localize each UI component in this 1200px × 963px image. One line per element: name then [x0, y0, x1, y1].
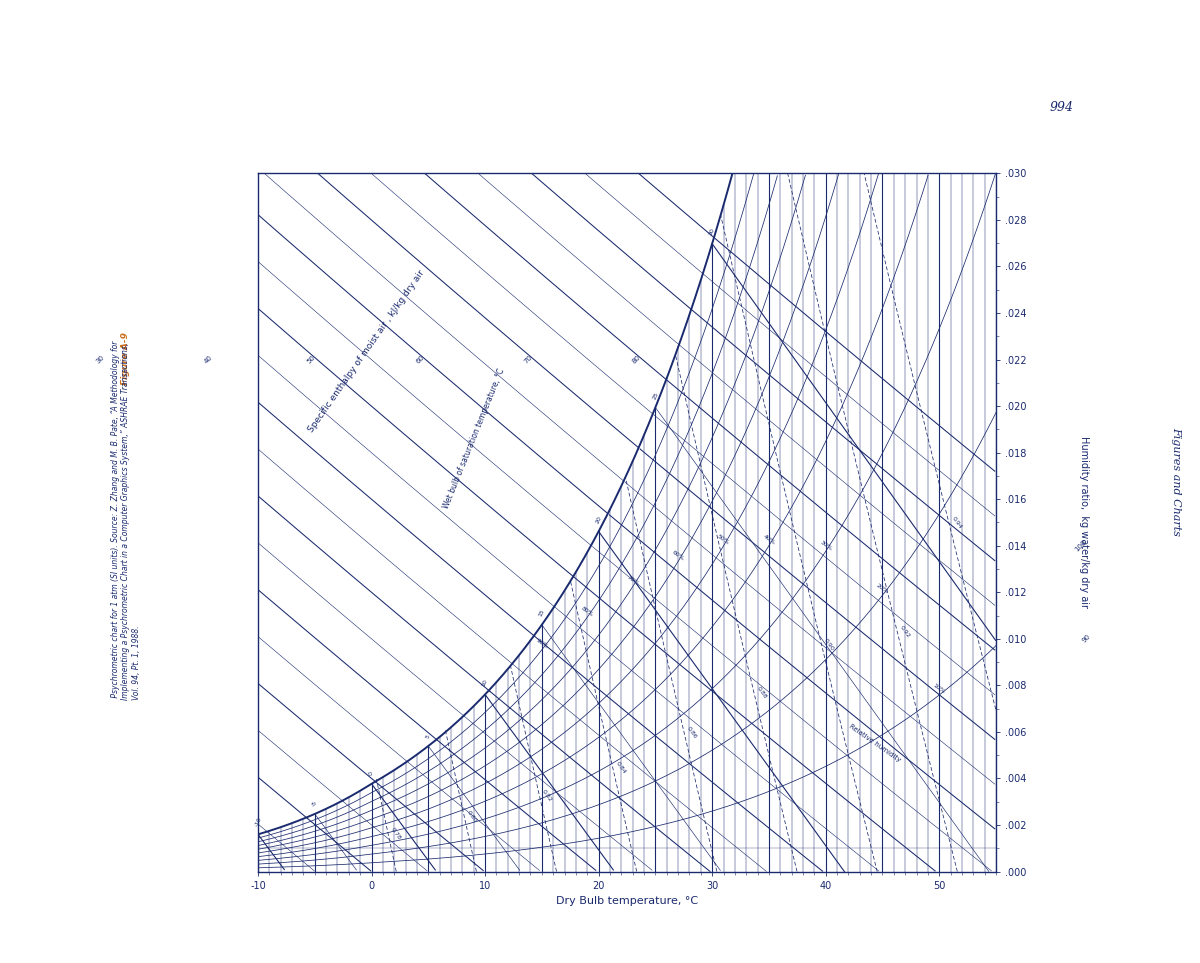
Text: 50: 50	[306, 354, 317, 365]
Y-axis label: Humidity ratio,  kg water/kg dry air: Humidity ratio, kg water/kg dry air	[1079, 436, 1090, 609]
Text: Wet bulb of saturation temperature, °C: Wet bulb of saturation temperature, °C	[442, 367, 506, 509]
Text: -10: -10	[253, 817, 263, 827]
Text: 10: 10	[481, 678, 488, 688]
Text: 50%: 50%	[716, 534, 731, 546]
Text: 90: 90	[1081, 634, 1091, 644]
Text: -5: -5	[311, 799, 318, 807]
Text: 40: 40	[203, 354, 214, 365]
Text: 0.80: 0.80	[466, 810, 478, 824]
Text: 0.82: 0.82	[541, 789, 553, 803]
Text: 100: 100	[1074, 539, 1087, 553]
Text: 0.86: 0.86	[686, 726, 697, 740]
Text: 30: 30	[95, 354, 106, 365]
Text: 0: 0	[368, 771, 374, 777]
Text: 60%: 60%	[671, 550, 685, 561]
Text: 0.78: 0.78	[390, 826, 402, 841]
Text: 30: 30	[708, 227, 716, 237]
Text: 0.90: 0.90	[823, 638, 835, 652]
Text: 80: 80	[631, 354, 642, 365]
X-axis label: Dry Bulb temperature, °C: Dry Bulb temperature, °C	[556, 897, 698, 906]
Text: 80%: 80%	[580, 606, 594, 617]
Text: 25: 25	[652, 391, 659, 401]
Text: Specific enthalpy of moist air , kJ/kg dry air: Specific enthalpy of moist air , kJ/kg d…	[306, 269, 426, 434]
Text: Figures and Charts: Figures and Charts	[1171, 427, 1181, 536]
Text: 20: 20	[595, 515, 602, 525]
Text: 10%: 10%	[932, 683, 947, 695]
Text: 0.88: 0.88	[756, 686, 768, 699]
Text: Psychrometric chart for 1 atm (SI units). Source: Z. Zhang and M. B. Pate, “A Me: Psychrometric chart for 1 atm (SI units)…	[112, 340, 140, 700]
Text: 90%: 90%	[535, 638, 548, 650]
Text: 0.84: 0.84	[614, 761, 626, 775]
Text: 0.92: 0.92	[899, 625, 911, 639]
Text: 20%: 20%	[875, 584, 889, 595]
Text: 70: 70	[523, 354, 534, 365]
Text: 30%: 30%	[818, 539, 833, 552]
Text: 15: 15	[538, 609, 546, 618]
Text: 994: 994	[1050, 101, 1074, 114]
Text: 40%: 40%	[762, 534, 776, 546]
Text: 70%: 70%	[625, 575, 640, 586]
Text: Relative humidity: Relative humidity	[848, 723, 902, 764]
Text: 60: 60	[414, 354, 425, 365]
Text: 0.94: 0.94	[950, 516, 962, 530]
Text: 5: 5	[425, 734, 431, 739]
Text: Figure A-9: Figure A-9	[121, 332, 131, 385]
